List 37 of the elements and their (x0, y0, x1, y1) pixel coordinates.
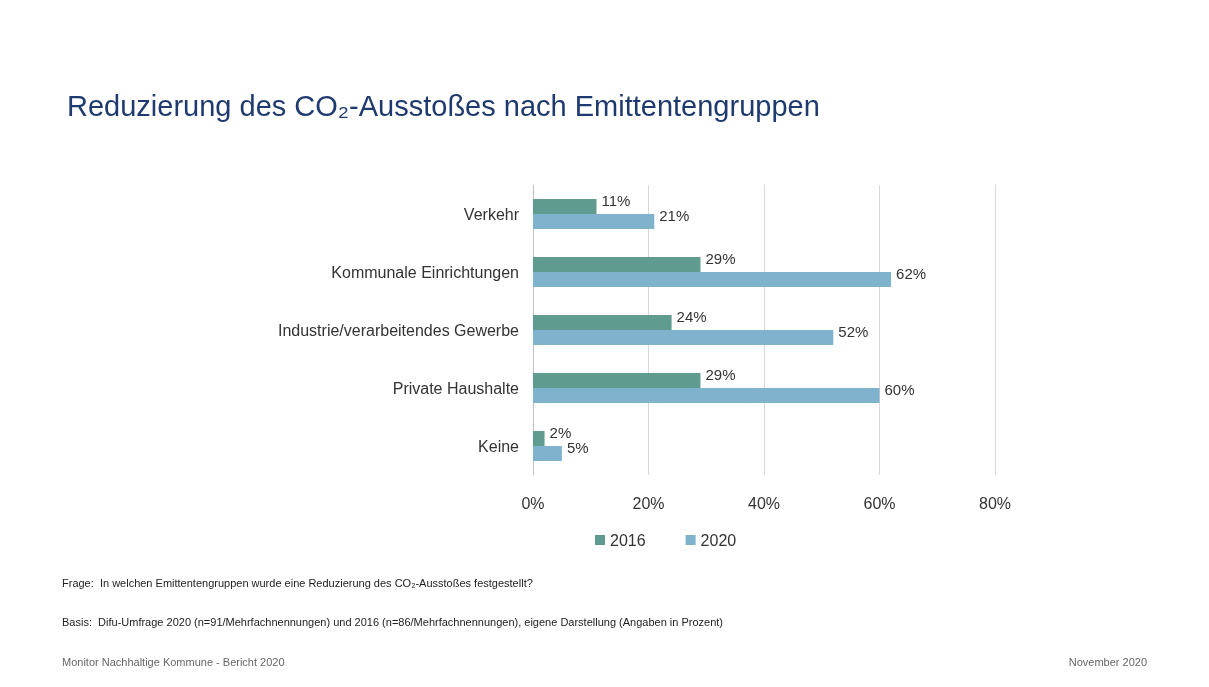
x-tick-label: 60% (863, 494, 896, 512)
y-tick-label: Keine (478, 437, 520, 455)
chart-title: Reduzierung des CO₂-Ausstoßes nach Emittentengruppen (67, 89, 820, 122)
text: Monitor Nachhaltige Kommune - Bericht 2020 (62, 655, 285, 668)
bar (533, 272, 892, 287)
bar (533, 315, 672, 330)
data-label: 52% (838, 323, 869, 340)
bar (533, 199, 597, 214)
data-label: 2% (549, 424, 572, 441)
legend-label: 2020 (700, 531, 737, 549)
data-label: 5% (566, 439, 589, 456)
x-tick-label: 80% (978, 494, 1012, 512)
data-label: 11% (601, 192, 631, 209)
data-label: 21% (659, 207, 690, 224)
text: Frage: In welchen Emittentengruppen wurde eine Reduzierung des CO₂-Ausstoßes festgestellt? (62, 576, 533, 589)
data-label: 60% (884, 381, 915, 398)
bar (533, 257, 701, 272)
y-tick-label: Verkehr (463, 205, 520, 223)
y-tick-label: Private Haushalte (392, 379, 520, 397)
x-tick-label: 0% (521, 494, 545, 512)
x-tick-label: 20% (632, 494, 665, 512)
text: November 2020 (1068, 655, 1148, 668)
data-label: 29% (705, 250, 736, 267)
data-label: 24% (676, 308, 707, 325)
bar (533, 330, 834, 345)
bar (533, 373, 701, 388)
data-label: 29% (705, 366, 736, 383)
bar (533, 446, 562, 461)
bar (533, 388, 880, 403)
y-tick-label: Industrie/verarbeitendes Gewerbe (277, 321, 520, 339)
y-tick-label: Kommunale Einrichtungen (331, 263, 519, 281)
data-label: 62% (896, 265, 927, 282)
bar (533, 214, 655, 229)
text: Basis: Difu-Umfrage 2020 (n=91/Mehrfachnennungen) und 2016 (n=86/Mehrfachnennungen), eigene Darstellung (Angaben in Prozent) (62, 615, 724, 628)
legend-label: 2016 (610, 531, 646, 549)
x-tick-label: 40% (747, 494, 781, 512)
bar (533, 431, 545, 446)
